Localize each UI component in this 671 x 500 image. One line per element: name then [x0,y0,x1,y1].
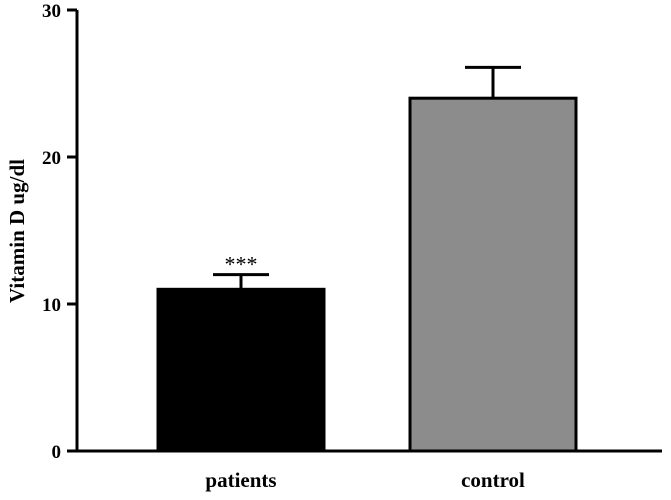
category-label-patients: patients [205,468,276,492]
y-tick-label: 30 [42,1,61,22]
bar-control [408,96,578,453]
y-axis-ticks: 0 10 20 30 [42,1,77,463]
y-tick-label: 0 [52,442,62,463]
y-axis-title: Vitamin D ug/dl [5,159,29,303]
axes [75,10,662,453]
error-bar-patients [213,273,269,290]
y-tick-label: 20 [42,148,61,169]
significance-label: *** [225,252,258,277]
category-label-control: control [461,468,525,492]
x-axis-labels: patients control [205,468,525,492]
y-tick-label: 10 [42,295,61,316]
error-bar-control [465,65,521,99]
bar-patients [156,287,326,453]
bars: *** [156,65,578,453]
